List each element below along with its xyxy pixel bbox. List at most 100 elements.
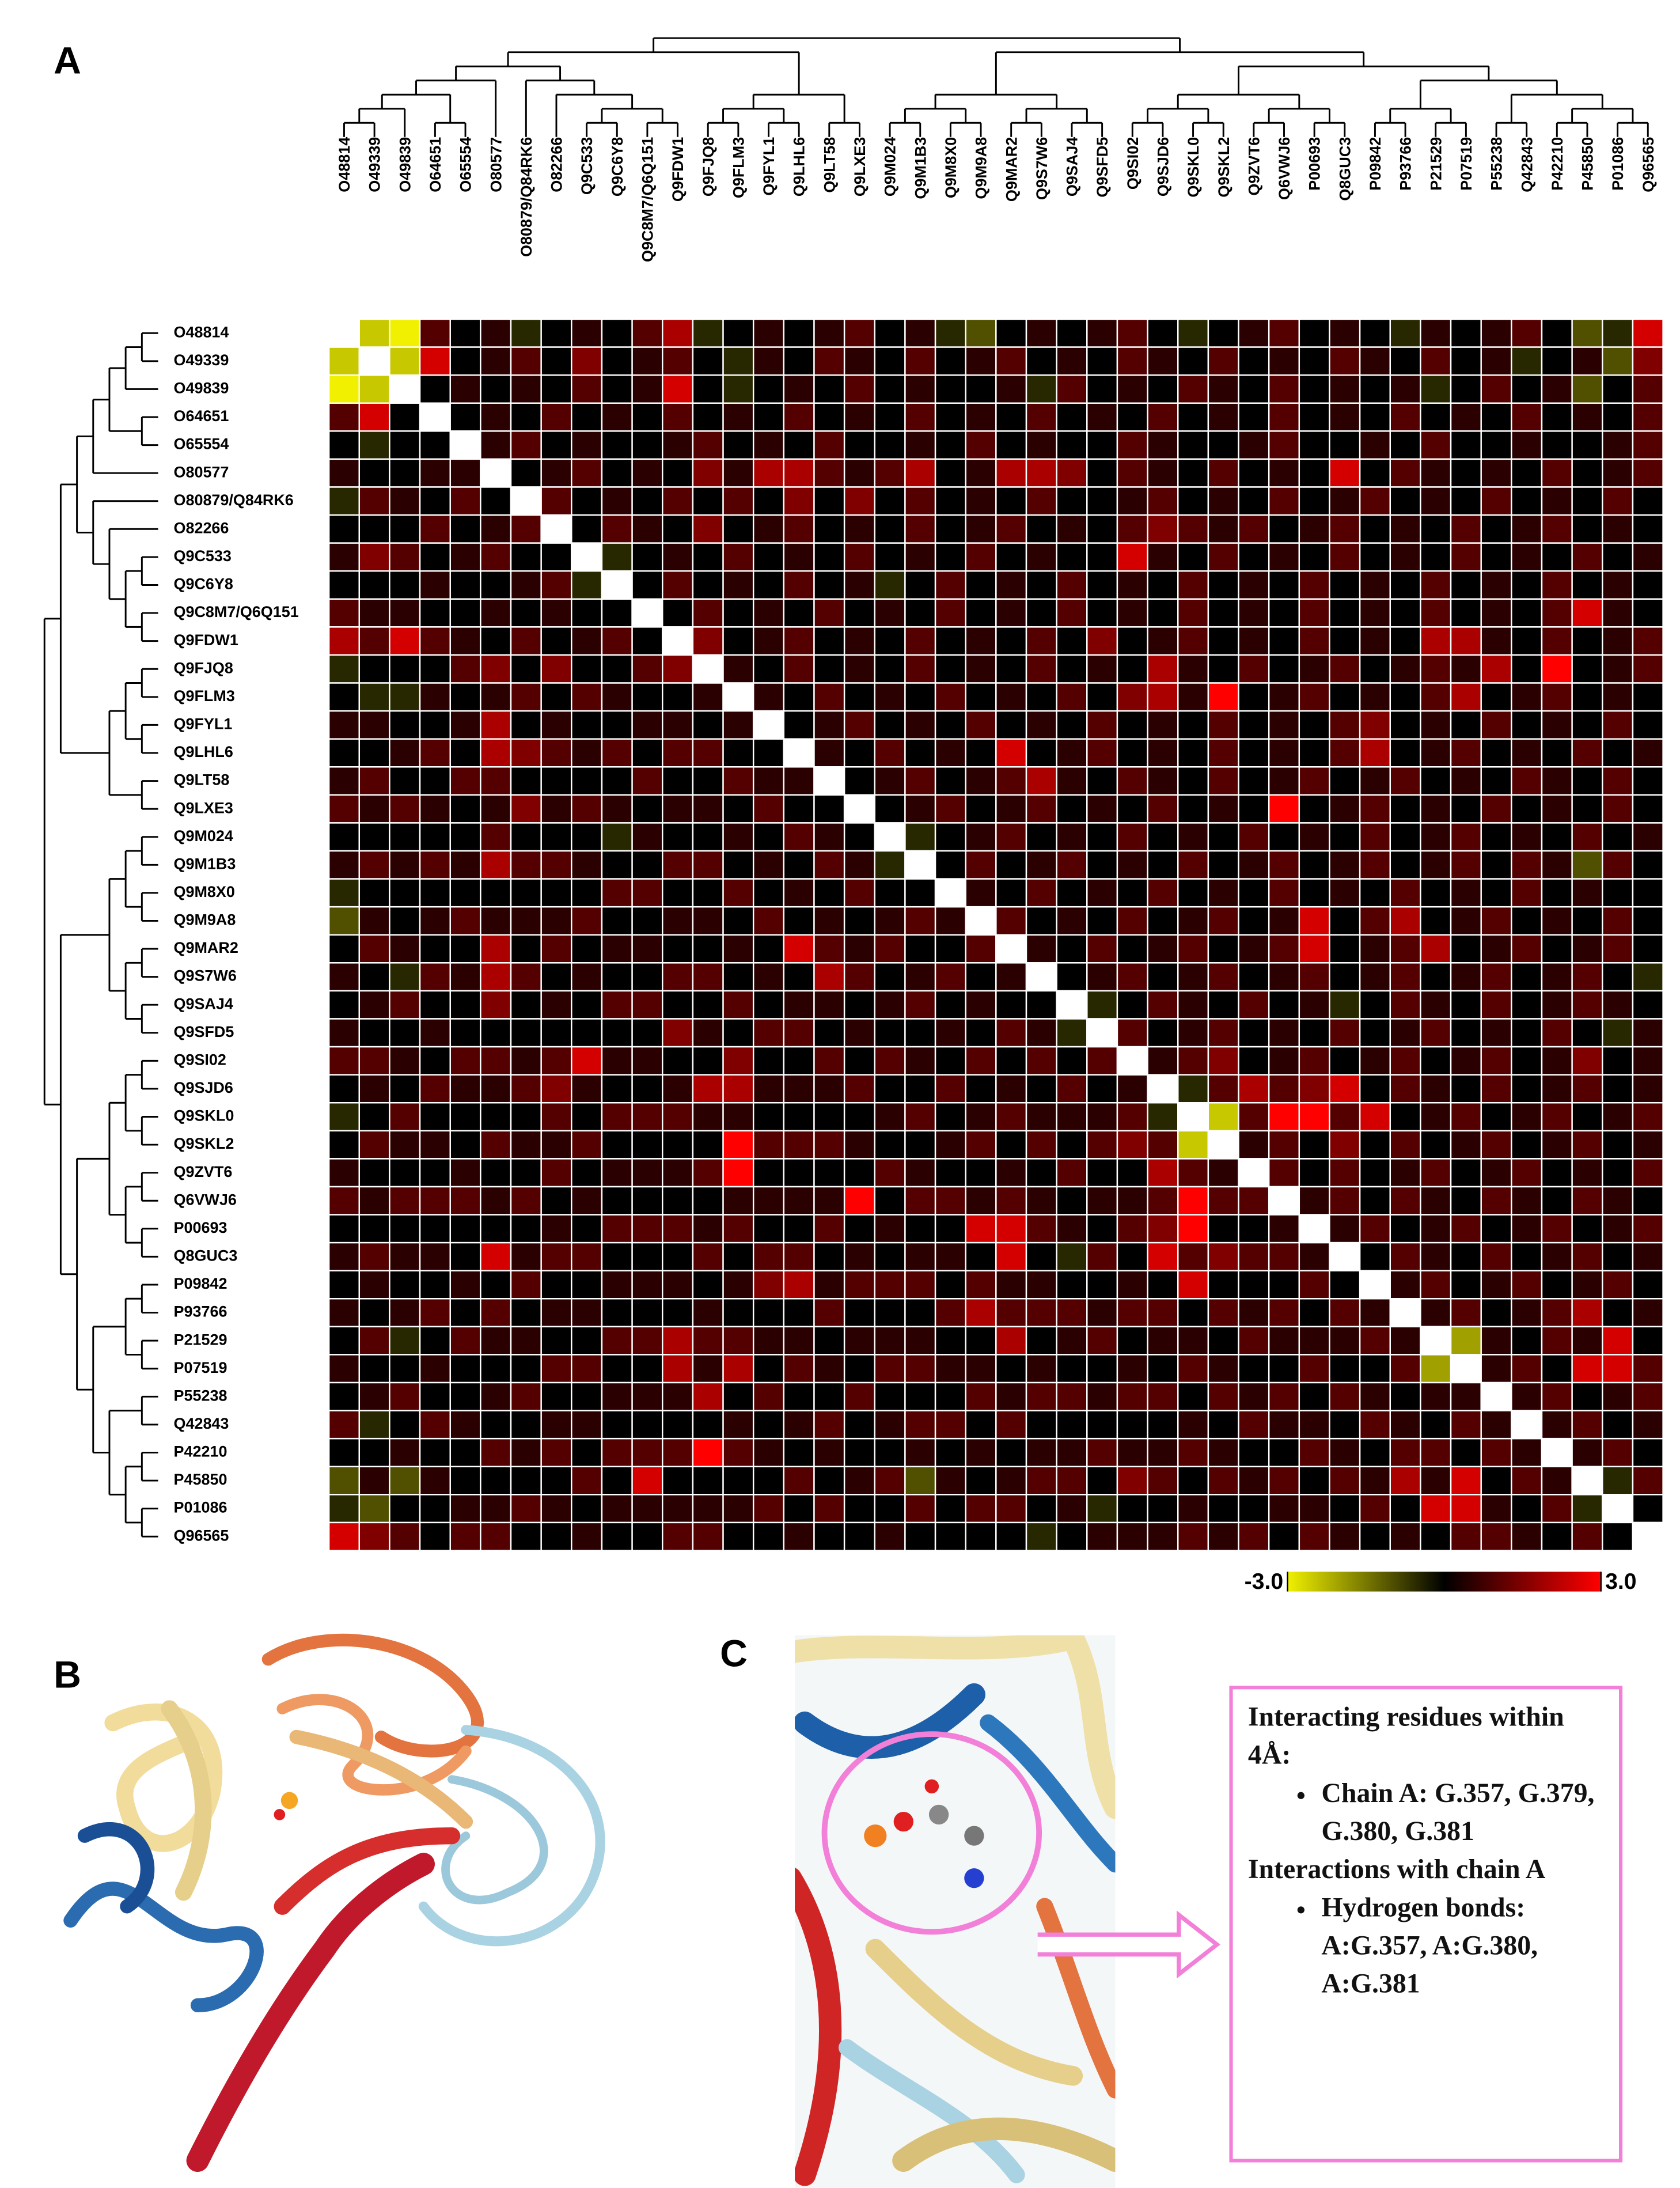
heatmap-cell xyxy=(358,738,390,768)
heatmap-cell xyxy=(389,962,421,992)
heatmap-cell xyxy=(631,1241,663,1271)
heatmap-cell xyxy=(1511,794,1543,824)
heatmap-cell xyxy=(722,794,754,824)
heatmap-cell xyxy=(1086,878,1118,908)
heatmap-cell xyxy=(813,542,845,572)
heatmap-cell xyxy=(1086,1074,1118,1104)
empty-cell xyxy=(1359,1270,1391,1300)
heatmap-cell xyxy=(1511,850,1543,880)
heatmap-cell xyxy=(1450,962,1482,992)
heatmap-cell xyxy=(1359,1186,1391,1216)
heatmap-cell xyxy=(1298,654,1330,684)
heatmap-cell xyxy=(449,1410,481,1440)
heatmap-cell xyxy=(1480,626,1512,656)
heatmap-cell xyxy=(631,430,663,460)
heatmap-cell xyxy=(692,962,724,992)
heatmap-cell xyxy=(540,1214,572,1244)
heatmap-cell xyxy=(631,850,663,880)
heatmap-cell xyxy=(1238,654,1270,684)
heatmap-cell xyxy=(722,878,754,908)
heatmap-cell xyxy=(1268,430,1300,460)
heatmap-cell xyxy=(1298,934,1330,964)
heatmap-cell xyxy=(783,1214,815,1244)
heatmap-cell xyxy=(1541,1130,1573,1160)
heatmap-cell xyxy=(1480,962,1512,992)
heatmap-cell xyxy=(1025,738,1057,768)
heatmap-cell xyxy=(1056,486,1088,516)
heatmap-cell xyxy=(1541,1101,1573,1132)
heatmap-cell xyxy=(1025,374,1057,404)
heatmap-cell xyxy=(631,1130,663,1160)
heatmap-cell xyxy=(934,1186,966,1216)
heatmap-cell xyxy=(1571,402,1603,432)
heatmap-cell xyxy=(1147,1298,1179,1328)
heatmap-cell xyxy=(510,1381,542,1411)
heatmap-cell xyxy=(480,1410,512,1440)
heatmap-cell xyxy=(1147,710,1179,740)
heatmap-cell xyxy=(1025,346,1057,376)
heatmap-cell xyxy=(1238,1130,1270,1160)
heatmap-cell xyxy=(813,430,845,460)
heatmap-cell xyxy=(813,1521,845,1551)
heatmap-cell xyxy=(1359,1466,1391,1496)
heatmap-cell xyxy=(1541,1158,1573,1188)
heatmap-cell xyxy=(662,654,694,684)
heatmap-cell xyxy=(722,1354,754,1384)
heatmap-cell xyxy=(1268,570,1300,600)
row-label: Q9M1B3 xyxy=(174,855,236,872)
heatmap-cell xyxy=(601,654,633,684)
heatmap-cell xyxy=(480,906,512,936)
heatmap-cell xyxy=(1268,1410,1300,1440)
heatmap-cell xyxy=(874,682,906,712)
heatmap-cell xyxy=(722,1381,754,1411)
heatmap-cell xyxy=(1177,318,1209,348)
heatmap-cell xyxy=(1268,1101,1300,1132)
heatmap-cell xyxy=(1147,766,1179,796)
heatmap-cell xyxy=(965,766,997,796)
heatmap-cell xyxy=(510,850,542,880)
heatmap-cell xyxy=(449,710,481,740)
heatmap-cell xyxy=(843,906,876,936)
heatmap-cell xyxy=(995,990,1027,1020)
heatmap-cell xyxy=(1056,766,1088,796)
heatmap-cell xyxy=(1116,654,1148,684)
heatmap-cell xyxy=(1116,738,1148,768)
heatmap-cell xyxy=(1238,794,1270,824)
heatmap-cell xyxy=(328,990,361,1020)
heatmap-cell xyxy=(934,430,966,460)
heatmap-cell xyxy=(1602,794,1634,824)
heatmap-cell xyxy=(692,598,724,628)
heatmap-cell xyxy=(1056,1381,1088,1411)
heatmap-cell xyxy=(1207,1354,1239,1384)
heatmap-cell xyxy=(601,1130,633,1160)
heatmap-cell xyxy=(1268,346,1300,376)
heatmap-cell xyxy=(1238,458,1270,488)
heatmap-cell xyxy=(510,1298,542,1328)
heatmap-cell xyxy=(419,486,451,516)
heatmap-cell xyxy=(1025,1437,1057,1467)
heatmap-cell xyxy=(995,626,1027,656)
heatmap-cell xyxy=(389,1158,421,1188)
heatmap-cell xyxy=(1602,1354,1634,1384)
column-label: P45850 xyxy=(1579,137,1596,191)
heatmap-cell xyxy=(843,1186,876,1216)
heatmap-cell xyxy=(904,598,936,628)
heatmap-cell xyxy=(965,1130,997,1160)
heatmap-cell xyxy=(358,1410,390,1440)
heatmap-cell xyxy=(1511,766,1543,796)
heatmap-cell xyxy=(358,710,390,740)
heatmap-cell xyxy=(480,1298,512,1328)
heatmap-cell xyxy=(449,318,481,348)
heatmap-cell xyxy=(904,822,936,852)
heatmap-cell xyxy=(1116,1494,1148,1524)
heatmap-cell xyxy=(813,850,845,880)
heatmap-cell xyxy=(813,1241,845,1271)
heatmap-cell xyxy=(631,542,663,572)
heatmap-cell xyxy=(631,962,663,992)
heatmap-cell xyxy=(1207,458,1239,488)
heatmap-cell xyxy=(965,1101,997,1132)
heatmap-cell xyxy=(1359,1074,1391,1104)
heatmap-cell xyxy=(1359,318,1391,348)
heatmap-cell xyxy=(419,1437,451,1467)
heatmap-cell xyxy=(571,1494,603,1524)
